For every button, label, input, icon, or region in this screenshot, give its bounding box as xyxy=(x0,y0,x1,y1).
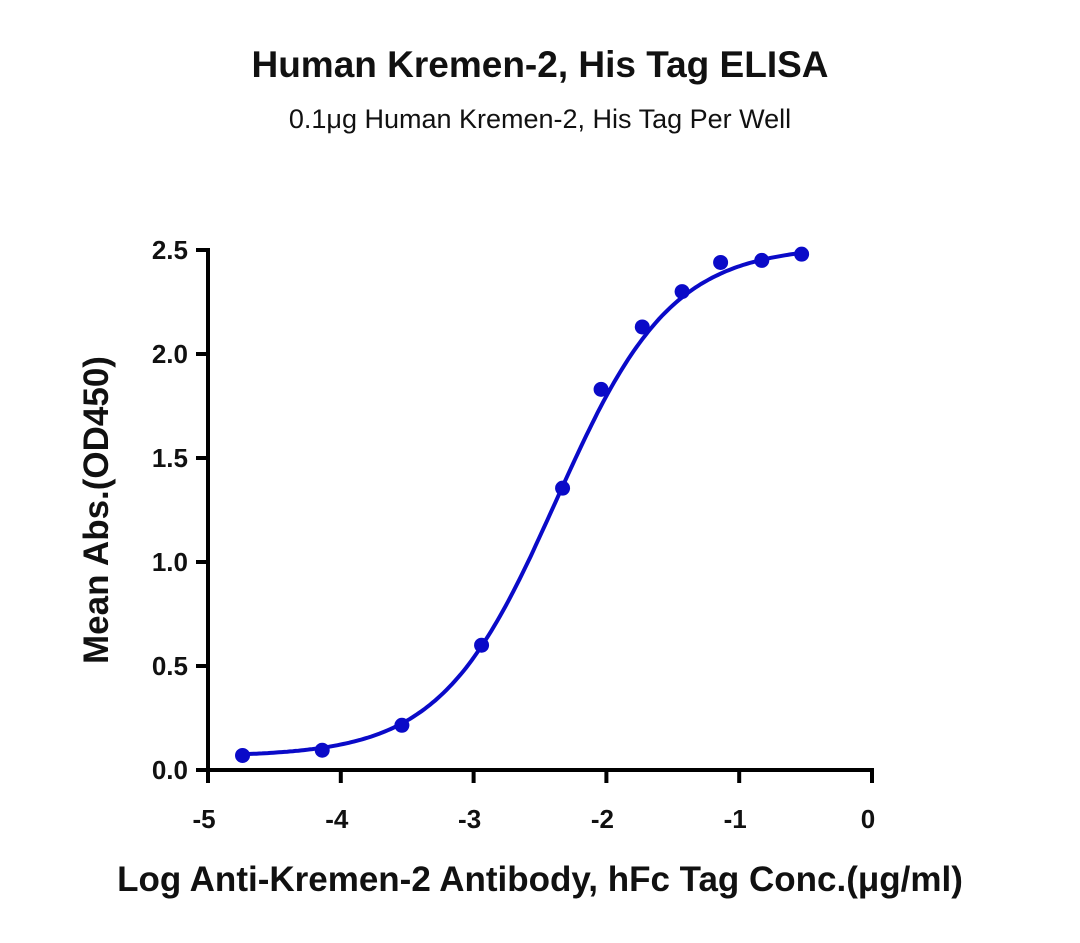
chart-title: Human Kremen-2, His Tag ELISA xyxy=(251,44,829,85)
x-tick-label: -4 xyxy=(325,804,349,834)
y-axis-label: Mean Abs.(OD450) xyxy=(77,356,116,664)
data-point xyxy=(713,254,729,270)
x-tick-label: -5 xyxy=(192,804,215,834)
fit-curve xyxy=(242,251,802,757)
data-point xyxy=(794,246,810,262)
data-point xyxy=(474,637,490,653)
y-tick-label: 0.0 xyxy=(152,755,188,785)
y-tick-label: 0.5 xyxy=(152,651,188,681)
x-tick-label: 0 xyxy=(861,804,875,834)
data-point xyxy=(314,742,330,758)
y-tick-label: 1.5 xyxy=(152,443,188,473)
chart-subtitle: 0.1μg Human Kremen-2, His Tag Per Well xyxy=(288,104,792,134)
x-tick-label: -1 xyxy=(724,804,747,834)
data-point xyxy=(593,381,609,397)
x-tick-label: -2 xyxy=(591,804,614,834)
data-point xyxy=(754,252,770,268)
data-point xyxy=(394,717,410,733)
y-tick-label: 2.0 xyxy=(152,339,188,369)
y-tick-label: 2.5 xyxy=(152,235,188,265)
data-point xyxy=(555,480,571,496)
data-point xyxy=(634,319,650,335)
data-point xyxy=(235,747,251,763)
y-tick-label: 1.0 xyxy=(152,547,188,577)
data-point xyxy=(674,284,690,300)
x-tick-label: -3 xyxy=(458,804,481,834)
x-axis-label: Log Anti-Kremen-2 Antibody, hFc Tag Conc… xyxy=(117,860,963,899)
